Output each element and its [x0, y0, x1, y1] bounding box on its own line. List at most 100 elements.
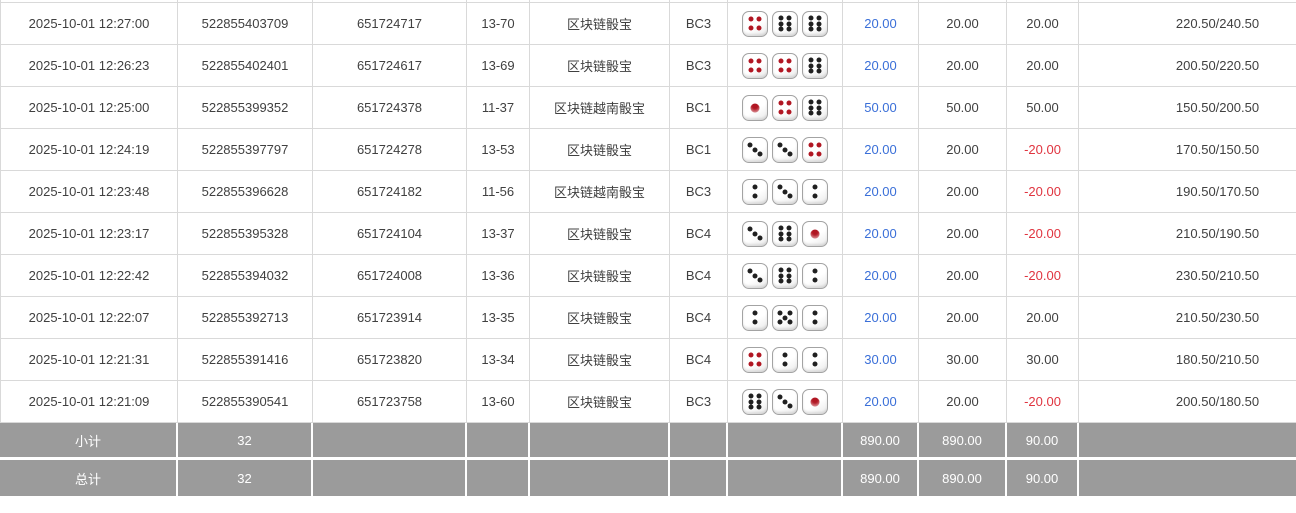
period-number-text: 13-35 — [481, 310, 515, 325]
win-loss-amount: -20.00 — [1007, 381, 1079, 422]
die-3-icon — [772, 136, 798, 163]
balance-before-after-text: 190.50/170.50 — [1175, 184, 1260, 199]
die-4-icon — [772, 52, 798, 79]
table-code: BC3 — [670, 3, 728, 44]
bet-amount-link-text[interactable]: 20.00 — [864, 16, 897, 31]
game-name-text: 区块链骰宝 — [566, 17, 632, 32]
table-code-text: BC4 — [685, 352, 712, 367]
table-row: 2025-10-01 12:22:42 522855394032 651724008… — [0, 255, 1296, 297]
table-code-text: BC1 — [685, 100, 712, 115]
die-4-icon — [772, 94, 798, 121]
valid-bet-amount-text: 20.00 — [946, 16, 979, 31]
bet-amount-link-text[interactable]: 20.00 — [864, 184, 897, 199]
balance-before-after: 170.50/150.50 — [1079, 129, 1296, 170]
bet-amount-link-text[interactable]: 20.00 — [864, 394, 897, 409]
order-number: 522855397797 — [178, 129, 313, 170]
balance-before-after: 180.50/210.50 — [1079, 339, 1296, 380]
table-code: BC3 — [670, 381, 728, 422]
bet-amount-link[interactable]: 20.00 — [843, 3, 919, 44]
game-name: 区块链骰宝 — [530, 3, 670, 44]
round-number: 651723820 — [313, 339, 467, 380]
round-number-text: 651724008 — [356, 268, 423, 283]
bet-amount-link[interactable]: 50.00 — [843, 87, 919, 128]
balance-before-after: 230.50/210.50 — [1079, 255, 1296, 296]
game-name-text: 区块链骰宝 — [566, 143, 632, 158]
bet-amount-link-text[interactable]: 50.00 — [864, 100, 897, 115]
bet-amount-link-text[interactable]: 20.00 — [864, 142, 897, 157]
round-number: 651724104 — [313, 213, 467, 254]
bet-amount-link-text[interactable]: 20.00 — [864, 226, 897, 241]
bet-amount-link-text[interactable]: 20.00 — [864, 58, 897, 73]
round-number-text: 651723758 — [356, 394, 423, 409]
summary-rows-gap — [0, 457, 1296, 460]
bet-time-text: 2025-10-01 12:24:19 — [28, 142, 150, 157]
bet-history-table: 2025-10-01 12:27:00 522855403709 651724717… — [0, 0, 1296, 496]
bet-amount-link[interactable]: 20.00 — [843, 129, 919, 170]
order-number-text: 522855390541 — [201, 394, 289, 409]
order-number: 522855403709 — [178, 3, 313, 44]
period-number-text: 13-70 — [481, 16, 515, 31]
die-2-icon — [802, 262, 828, 289]
table-row: 2025-10-01 12:24:19 522855397797 651724278… — [0, 129, 1296, 171]
subtotal-label: 小计 — [0, 423, 178, 457]
bet-amount-link[interactable]: 20.00 — [843, 381, 919, 422]
die-1-icon — [802, 220, 828, 247]
bet-amount-link-text[interactable]: 20.00 — [864, 268, 897, 283]
valid-bet-amount-text: 20.00 — [946, 226, 979, 241]
die-1-icon — [742, 94, 768, 121]
order-number: 522855395328 — [178, 213, 313, 254]
round-number: 651724182 — [313, 171, 467, 212]
period-number: 13-36 — [467, 255, 530, 296]
bet-amount-link[interactable]: 30.00 — [843, 339, 919, 380]
die-4-icon — [742, 52, 768, 79]
subtotal-bet: 890.00 — [843, 423, 919, 457]
order-number: 522855402401 — [178, 45, 313, 86]
dice-result — [728, 171, 843, 212]
die-2-icon — [742, 304, 768, 331]
total-winloss: 90.00 — [1007, 460, 1079, 496]
die-6-icon — [742, 388, 768, 415]
bet-amount-link[interactable]: 20.00 — [843, 213, 919, 254]
win-loss-amount: 50.00 — [1007, 87, 1079, 128]
bet-time-text: 2025-10-01 12:22:07 — [28, 310, 150, 325]
die-3-icon — [772, 388, 798, 415]
round-number: 651724617 — [313, 45, 467, 86]
win-loss-amount-text: 20.00 — [1026, 310, 1059, 325]
bet-amount-link[interactable]: 20.00 — [843, 171, 919, 212]
bet-time: 2025-10-01 12:21:09 — [0, 381, 178, 422]
bet-amount-link[interactable]: 20.00 — [843, 45, 919, 86]
dice-result — [728, 297, 843, 338]
game-name-text: 区块链骰宝 — [566, 59, 632, 74]
die-6-icon — [802, 94, 828, 121]
period-number: 13-53 — [467, 129, 530, 170]
period-number-text: 11-56 — [481, 184, 515, 199]
valid-bet-amount-text: 20.00 — [946, 142, 979, 157]
game-name-text: 区块链越南骰宝 — [553, 101, 645, 116]
bet-amount-link-text[interactable]: 30.00 — [864, 352, 897, 367]
order-number: 522855399352 — [178, 87, 313, 128]
balance-before-after: 150.50/200.50 — [1079, 87, 1296, 128]
balance-before-after-text: 200.50/180.50 — [1175, 394, 1260, 409]
valid-bet-amount-text: 20.00 — [946, 310, 979, 325]
table-code: BC1 — [670, 87, 728, 128]
bet-amount-link[interactable]: 20.00 — [843, 255, 919, 296]
bet-time-text: 2025-10-01 12:21:09 — [28, 394, 150, 409]
bet-amount-link-text[interactable]: 20.00 — [864, 310, 897, 325]
period-number: 13-34 — [467, 339, 530, 380]
clipped-row-top — [0, 0, 1296, 3]
round-number: 651724717 — [313, 3, 467, 44]
round-number: 651724008 — [313, 255, 467, 296]
die-4-icon — [742, 10, 768, 37]
game-name-text: 区块链骰宝 — [566, 311, 632, 326]
table-row: 2025-10-01 12:23:48 522855396628 651724182… — [0, 171, 1296, 213]
die-6-icon — [802, 52, 828, 79]
balance-before-after-text: 150.50/200.50 — [1175, 100, 1260, 115]
table-row: 2025-10-01 12:26:23 522855402401 651724617… — [0, 45, 1296, 87]
order-number-text: 522855392713 — [201, 310, 289, 325]
period-number-text: 13-69 — [481, 58, 515, 73]
game-name: 区块链骰宝 — [530, 381, 670, 422]
table-code: BC3 — [670, 45, 728, 86]
bet-amount-link[interactable]: 20.00 — [843, 297, 919, 338]
bet-time-text: 2025-10-01 12:21:31 — [28, 352, 150, 367]
balance-before-after-text: 210.50/230.50 — [1175, 310, 1260, 325]
